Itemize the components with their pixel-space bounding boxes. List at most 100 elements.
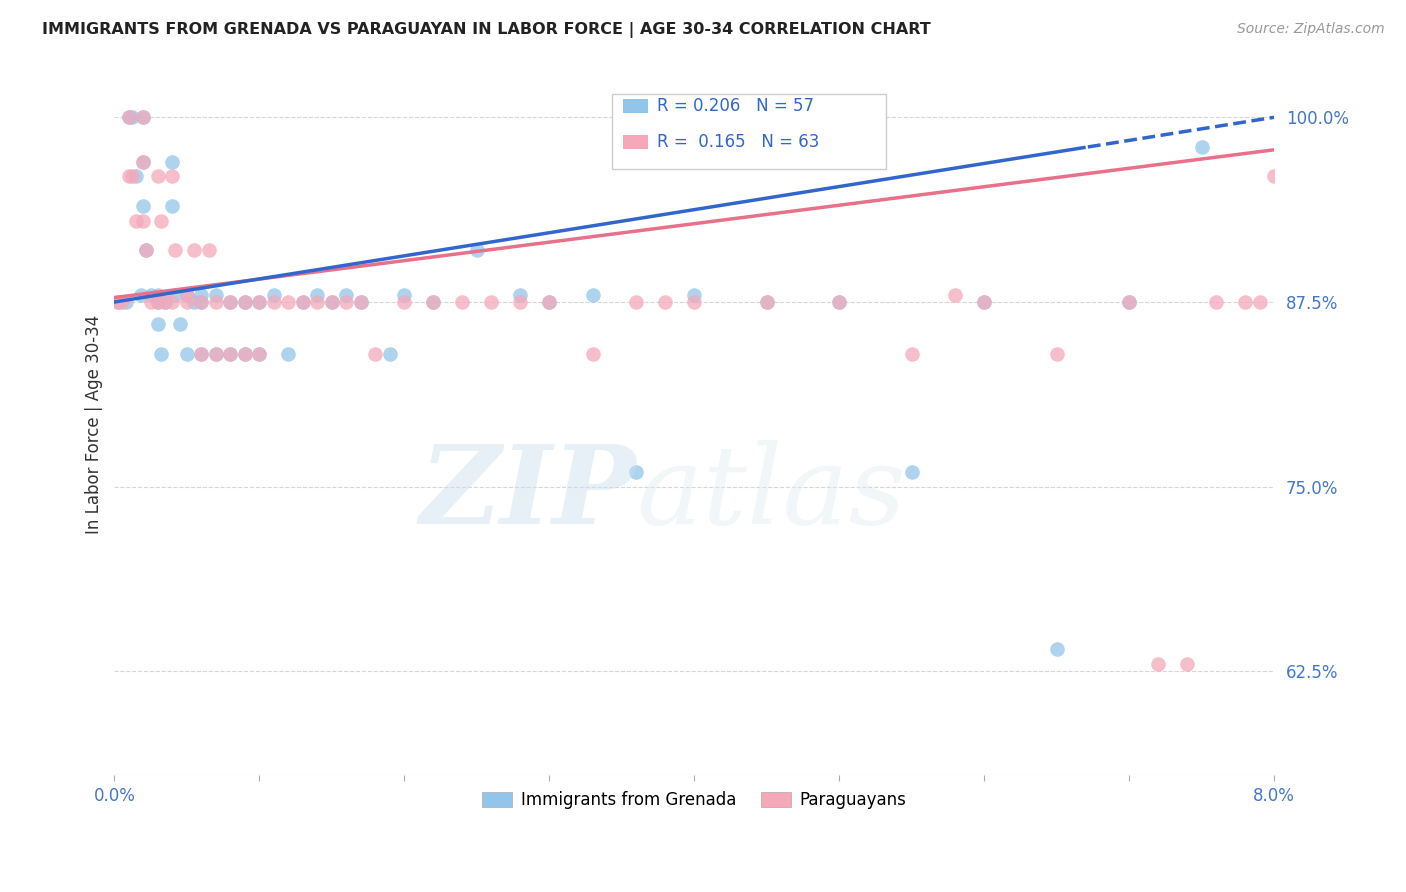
Point bbox=[247, 347, 270, 361]
Point bbox=[1249, 295, 1271, 310]
Point bbox=[394, 287, 416, 301]
Point bbox=[183, 295, 205, 310]
Point bbox=[105, 295, 128, 310]
Point bbox=[1045, 642, 1067, 657]
Point bbox=[146, 169, 169, 184]
Point bbox=[149, 213, 172, 227]
Point bbox=[277, 347, 299, 361]
Point bbox=[169, 317, 191, 331]
Point bbox=[233, 347, 256, 361]
Point bbox=[135, 244, 157, 258]
Point bbox=[190, 295, 212, 310]
Point bbox=[755, 295, 778, 310]
Point bbox=[1234, 295, 1257, 310]
Point bbox=[115, 295, 138, 310]
Point bbox=[233, 295, 256, 310]
Point bbox=[291, 295, 314, 310]
Point bbox=[582, 287, 605, 301]
Point bbox=[973, 295, 995, 310]
Point bbox=[465, 244, 488, 258]
Point bbox=[162, 295, 184, 310]
Point bbox=[190, 295, 212, 310]
Point bbox=[153, 295, 176, 310]
Point bbox=[350, 295, 373, 310]
Point bbox=[183, 244, 205, 258]
Legend: Immigrants from Grenada, Paraguayans: Immigrants from Grenada, Paraguayans bbox=[475, 784, 912, 815]
Point bbox=[205, 287, 228, 301]
Point bbox=[118, 111, 141, 125]
Point bbox=[121, 169, 143, 184]
Point bbox=[176, 287, 198, 301]
Point bbox=[125, 169, 148, 184]
Point bbox=[1175, 657, 1198, 671]
Point bbox=[132, 111, 155, 125]
Point bbox=[263, 295, 285, 310]
Point bbox=[626, 295, 648, 310]
Text: ZIP: ZIP bbox=[419, 441, 637, 548]
Point bbox=[205, 295, 228, 310]
Point bbox=[132, 111, 155, 125]
Point bbox=[509, 287, 531, 301]
Point bbox=[118, 169, 141, 184]
Point bbox=[335, 287, 357, 301]
Point bbox=[654, 295, 676, 310]
Point bbox=[247, 347, 270, 361]
Point bbox=[139, 287, 162, 301]
Point bbox=[335, 295, 357, 310]
Point bbox=[146, 295, 169, 310]
Point bbox=[378, 347, 401, 361]
Point bbox=[219, 347, 242, 361]
Point bbox=[146, 295, 169, 310]
Point bbox=[247, 295, 270, 310]
Point bbox=[683, 287, 706, 301]
Point bbox=[1045, 347, 1067, 361]
Point bbox=[626, 465, 648, 479]
Point bbox=[582, 347, 605, 361]
Text: atlas: atlas bbox=[637, 441, 905, 548]
Point bbox=[828, 295, 851, 310]
Point bbox=[1191, 140, 1213, 154]
Point bbox=[1263, 169, 1285, 184]
Point bbox=[139, 295, 162, 310]
Point bbox=[479, 295, 502, 310]
Point bbox=[422, 295, 444, 310]
Point bbox=[219, 295, 242, 310]
Text: Source: ZipAtlas.com: Source: ZipAtlas.com bbox=[1237, 22, 1385, 37]
Point bbox=[247, 295, 270, 310]
Point bbox=[451, 295, 474, 310]
Point bbox=[165, 244, 187, 258]
Point bbox=[219, 347, 242, 361]
Point bbox=[900, 347, 922, 361]
Point bbox=[132, 154, 155, 169]
Point bbox=[162, 199, 184, 213]
Point bbox=[149, 347, 172, 361]
Point bbox=[307, 295, 329, 310]
Point bbox=[107, 295, 129, 310]
Point bbox=[755, 295, 778, 310]
Point bbox=[190, 287, 212, 301]
Point bbox=[1118, 295, 1140, 310]
Point bbox=[943, 287, 966, 301]
Point bbox=[321, 295, 343, 310]
Point bbox=[1205, 295, 1227, 310]
Point bbox=[146, 317, 169, 331]
Point bbox=[277, 295, 299, 310]
Point bbox=[190, 347, 212, 361]
Point bbox=[132, 213, 155, 227]
Text: R = 0.206   N = 57: R = 0.206 N = 57 bbox=[657, 97, 814, 115]
Point bbox=[197, 244, 219, 258]
Point bbox=[538, 295, 561, 310]
Point bbox=[900, 465, 922, 479]
Point bbox=[233, 295, 256, 310]
Point bbox=[176, 295, 198, 310]
Point bbox=[509, 295, 531, 310]
Point bbox=[165, 287, 187, 301]
Point bbox=[153, 295, 176, 310]
Point bbox=[111, 295, 134, 310]
Point bbox=[307, 287, 329, 301]
Point bbox=[176, 287, 198, 301]
Point bbox=[1118, 295, 1140, 310]
Point bbox=[683, 295, 706, 310]
Point bbox=[263, 287, 285, 301]
Point bbox=[121, 111, 143, 125]
